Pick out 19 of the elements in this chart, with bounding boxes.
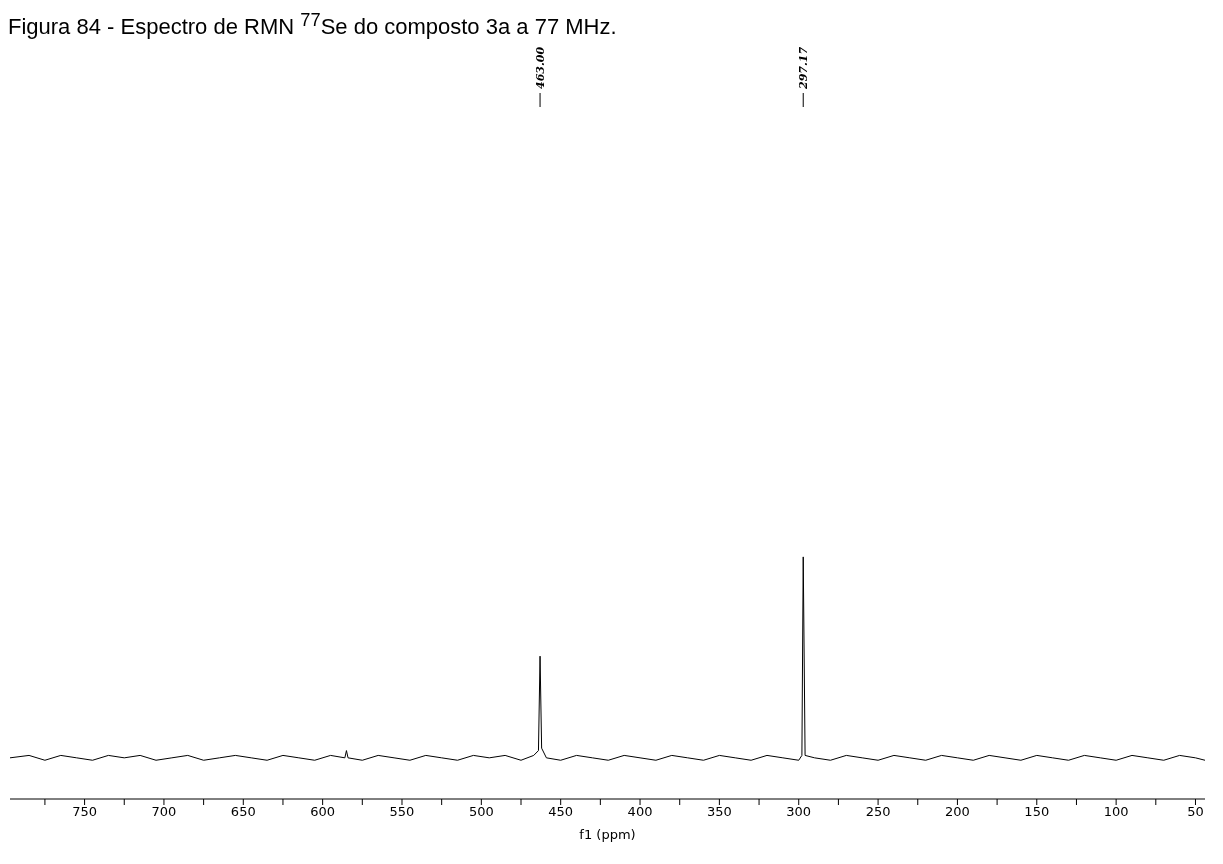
x-tick-label: 750 xyxy=(72,804,97,820)
x-tick-label: 50 xyxy=(1187,804,1204,820)
x-tick-label: 650 xyxy=(230,804,256,820)
x-tick-label: 400 xyxy=(627,804,653,820)
annotation: 463.00 xyxy=(534,46,548,90)
x-tick-label: 150 xyxy=(1024,804,1050,820)
x-tick-label: 300 xyxy=(786,804,812,820)
x-tick-label: 450 xyxy=(548,804,574,820)
x-tick-label: 250 xyxy=(865,804,891,820)
x-tick-label: 550 xyxy=(389,804,415,820)
x-tick-label: 200 xyxy=(945,804,970,820)
x-tick-label: 100 xyxy=(1103,804,1129,820)
x-tick-label: 600 xyxy=(310,804,336,820)
annotation: 297.17 xyxy=(797,46,811,91)
x-tick-label: 700 xyxy=(151,804,177,820)
chart-title: Figura 84 - Espectro de RMN $^{77}$Se do composto 3a a 77 MHz. xyxy=(8,8,618,40)
x-tick-label: 350 xyxy=(706,804,732,820)
x-tick-label: 500 xyxy=(468,804,494,820)
x-axis-title: f1 (ppm) xyxy=(579,827,636,843)
